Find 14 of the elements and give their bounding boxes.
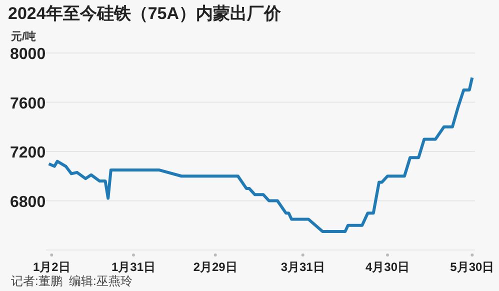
x-tick-label: 3月31日 bbox=[280, 260, 325, 274]
chart-title: 2024年至今硅铁（75A）内蒙出厂价 bbox=[8, 3, 282, 25]
y-tick-label: 7200 bbox=[10, 144, 46, 162]
y-tick-label: 8000 bbox=[10, 46, 46, 63]
x-tick-label: 1月31日 bbox=[111, 260, 156, 274]
y-tick-label: 7600 bbox=[10, 95, 46, 112]
x-tick-label: 1月2日 bbox=[32, 260, 70, 274]
line-series bbox=[47, 76, 474, 234]
x-tick-label: 4月30日 bbox=[365, 260, 410, 274]
x-tick-label: 2月29日 bbox=[193, 260, 238, 274]
y-axis-title: 元/吨 bbox=[11, 30, 36, 44]
y-tick-label: 6800 bbox=[10, 194, 46, 211]
text: 记者:董鹏 编辑:巫燕玲 bbox=[11, 273, 132, 290]
x-tick-label: 5月30日 bbox=[450, 260, 494, 274]
